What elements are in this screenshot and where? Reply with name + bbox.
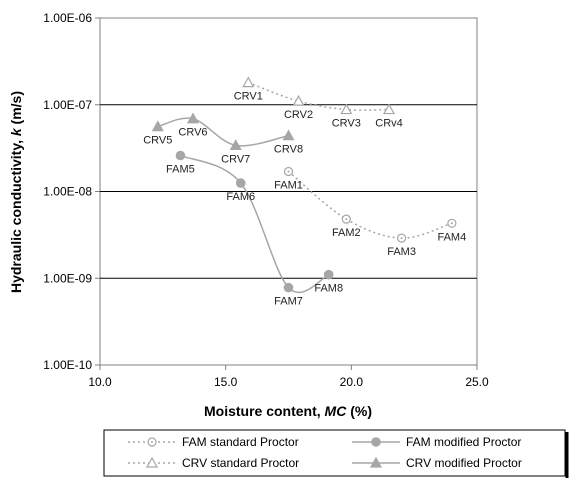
point-label: CRV1	[234, 91, 263, 103]
data-point-dot	[345, 218, 348, 221]
point-label: FAM3	[387, 246, 416, 258]
data-point	[340, 103, 353, 115]
data-point	[383, 103, 396, 115]
legend-label: CRV modified Proctor	[406, 456, 522, 470]
y-tick-label: 1.00E-07	[43, 98, 92, 112]
data-point	[175, 150, 186, 161]
data-point	[229, 139, 242, 150]
x-tick-label: 10.0	[88, 375, 112, 389]
legend: FAM standard Proctor FAM modified Proctor…	[103, 429, 569, 478]
data-point	[292, 94, 305, 106]
point-label: FAM6	[226, 191, 255, 203]
data-point	[282, 129, 295, 141]
y-tick-label: 1.00E-09	[43, 271, 92, 285]
point-label: FAM2	[332, 227, 361, 239]
series-line	[157, 117, 289, 147]
data-point-dot	[287, 170, 290, 173]
point-label: CRV8	[274, 144, 303, 156]
point-label: FAM7	[274, 296, 303, 308]
point-label: CRV5	[143, 135, 172, 147]
y-tick-label: 1.00E-10	[43, 358, 92, 372]
data-point	[151, 120, 164, 132]
point-label: CRV3	[332, 118, 361, 130]
x-axis-ticks: 10.0 15.0 20.0 25.0	[88, 365, 489, 389]
legend-marker-dot	[151, 441, 153, 443]
point-label: CRV6	[178, 127, 207, 139]
legend-marker	[145, 456, 159, 468]
data-point	[242, 76, 255, 88]
legend-label: FAM modified Proctor	[406, 435, 521, 449]
point-label: CRV7	[221, 153, 250, 165]
x-axis-label: Moisture content, MC (%)	[204, 403, 372, 419]
x-tick-label: 20.0	[340, 375, 364, 389]
point-label: FAM5	[166, 164, 195, 176]
y-axis-label: Hydraulic conductivity, k (m/s)	[8, 91, 24, 293]
point-label: FAM8	[314, 283, 343, 295]
gridlines	[100, 104, 477, 279]
series-line	[180, 154, 330, 294]
series-layer	[151, 76, 457, 294]
point-label: CRv4	[375, 118, 403, 130]
data-point	[323, 269, 334, 280]
data-point	[235, 178, 246, 188]
data-point	[283, 282, 294, 293]
data-point-dot	[400, 237, 403, 240]
x-tick-label: 25.0	[465, 375, 489, 389]
data-point	[186, 112, 200, 124]
legend-box	[103, 429, 566, 477]
x-tick-label: 15.0	[214, 375, 238, 389]
point-label: FAM1	[274, 180, 303, 192]
legend-label: FAM standard Proctor	[182, 435, 299, 449]
legend-label: CRV standard Proctor	[182, 456, 299, 470]
data-point-dot	[450, 222, 453, 225]
legend-marker	[369, 456, 383, 468]
y-axis-ticks: 1.00E-10 1.00E-09 1.00E-08 1.00E-07 1.00E-06	[43, 11, 100, 372]
series-line	[288, 170, 453, 239]
point-label: FAM4	[437, 231, 466, 243]
legend-marker	[371, 437, 381, 447]
point-label: CRV2	[284, 109, 313, 121]
y-tick-label: 1.00E-06	[43, 11, 92, 25]
point-labels: FAM1 FAM2 FAM3 FAM4 FAM5 FAM6 FAM7 FAM8 CRV1 CRV2…	[143, 91, 466, 308]
y-tick-label: 1.00E-08	[43, 185, 92, 199]
series-line	[248, 81, 390, 111]
